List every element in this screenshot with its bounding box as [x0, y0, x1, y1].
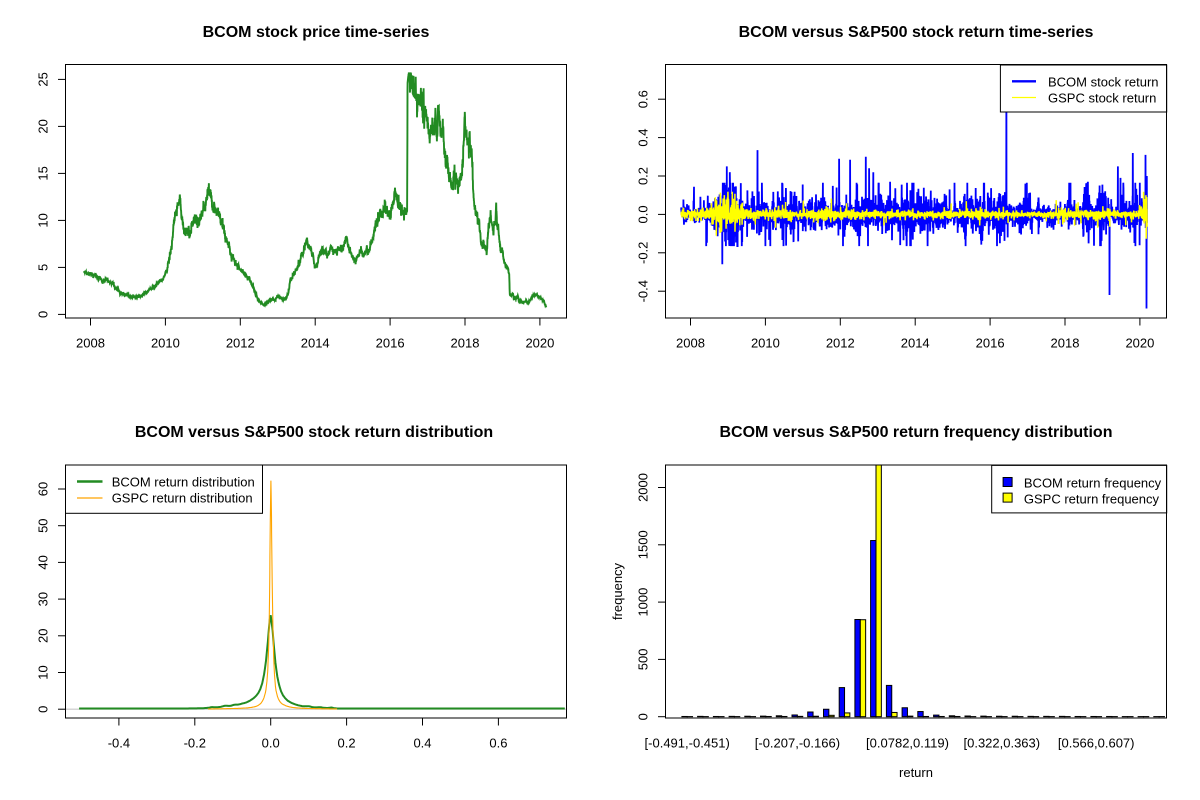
svg-text:BCOM versus S&P500 return freq: BCOM versus S&P500 return frequency dist…	[720, 424, 1113, 441]
svg-text:GSPC stock return: GSPC stock return	[1048, 90, 1156, 105]
svg-text:return: return	[899, 765, 933, 780]
svg-text:0.0: 0.0	[636, 205, 651, 223]
svg-text:0: 0	[36, 311, 51, 318]
svg-text:-0.4: -0.4	[108, 736, 130, 751]
svg-text:10: 10	[36, 213, 51, 227]
svg-text:1000: 1000	[636, 588, 651, 617]
svg-text:2012: 2012	[226, 336, 255, 351]
svg-text:2010: 2010	[751, 336, 780, 351]
svg-text:2020: 2020	[1125, 336, 1154, 351]
svg-text:15: 15	[36, 166, 51, 180]
svg-text:[0.566,0.607): [0.566,0.607)	[1058, 736, 1135, 751]
svg-text:[-0.207,-0.166): [-0.207,-0.166)	[755, 736, 840, 751]
svg-text:GSPC return distribution: GSPC return distribution	[112, 490, 253, 505]
svg-text:0.6: 0.6	[489, 736, 507, 751]
svg-text:BCOM versus S&P500 stock retur: BCOM versus S&P500 stock return distribu…	[135, 424, 493, 441]
svg-text:2020: 2020	[525, 336, 554, 351]
svg-text:frequency: frequency	[610, 562, 625, 620]
svg-text:10: 10	[36, 665, 51, 679]
svg-text:2008: 2008	[76, 336, 105, 351]
svg-text:40: 40	[36, 555, 51, 569]
svg-text:-0.2: -0.2	[636, 242, 651, 264]
svg-text:25: 25	[36, 72, 51, 86]
svg-text:2018: 2018	[451, 336, 480, 351]
svg-text:20: 20	[36, 629, 51, 643]
svg-text:BCOM return frequency: BCOM return frequency	[1024, 476, 1162, 491]
svg-text:0.2: 0.2	[636, 167, 651, 185]
svg-text:5: 5	[36, 264, 51, 271]
svg-text:BCOM return distribution: BCOM return distribution	[112, 474, 255, 489]
svg-text:0.0: 0.0	[262, 736, 280, 751]
svg-text:20: 20	[36, 119, 51, 133]
svg-text:0: 0	[636, 713, 651, 720]
svg-text:50: 50	[36, 518, 51, 532]
svg-text:2018: 2018	[1051, 336, 1080, 351]
svg-text:[-0.491,-0.451): [-0.491,-0.451)	[645, 736, 730, 751]
svg-text:2016: 2016	[976, 336, 1005, 351]
svg-text:0.2: 0.2	[338, 736, 356, 751]
svg-text:0.4: 0.4	[636, 129, 651, 147]
svg-text:2012: 2012	[826, 336, 855, 351]
svg-text:2014: 2014	[301, 336, 330, 351]
svg-text:30: 30	[36, 592, 51, 606]
svg-text:BCOM stock price time-series: BCOM stock price time-series	[203, 24, 430, 41]
svg-text:0.6: 0.6	[636, 90, 651, 108]
svg-text:60: 60	[36, 482, 51, 496]
svg-text:1500: 1500	[636, 530, 651, 559]
svg-text:2014: 2014	[901, 336, 930, 351]
svg-text:2008: 2008	[676, 336, 705, 351]
svg-text:BCOM versus S&P500 stock retur: BCOM versus S&P500 stock return time-ser…	[739, 24, 1094, 41]
svg-text:[0.0782,0.119): [0.0782,0.119)	[866, 736, 949, 751]
svg-text:0: 0	[36, 706, 51, 713]
svg-text:-0.2: -0.2	[184, 736, 206, 751]
svg-text:BCOM stock return: BCOM stock return	[1048, 75, 1159, 90]
svg-text:0.4: 0.4	[413, 736, 431, 751]
svg-text:GSPC return frequency: GSPC return frequency	[1024, 491, 1160, 506]
svg-text:-0.4: -0.4	[636, 280, 651, 302]
svg-text:2000: 2000	[636, 473, 651, 502]
svg-text:[0.322,0.363): [0.322,0.363)	[963, 736, 1040, 751]
svg-text:2016: 2016	[376, 336, 405, 351]
svg-text:500: 500	[636, 649, 651, 671]
svg-text:2010: 2010	[151, 336, 180, 351]
